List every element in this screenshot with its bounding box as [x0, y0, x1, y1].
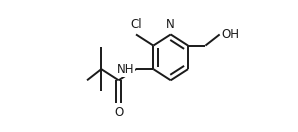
Text: O: O [114, 106, 123, 119]
Text: N: N [166, 18, 175, 31]
Text: NH: NH [117, 63, 134, 76]
Text: Cl: Cl [130, 18, 142, 31]
Text: OH: OH [221, 28, 240, 41]
